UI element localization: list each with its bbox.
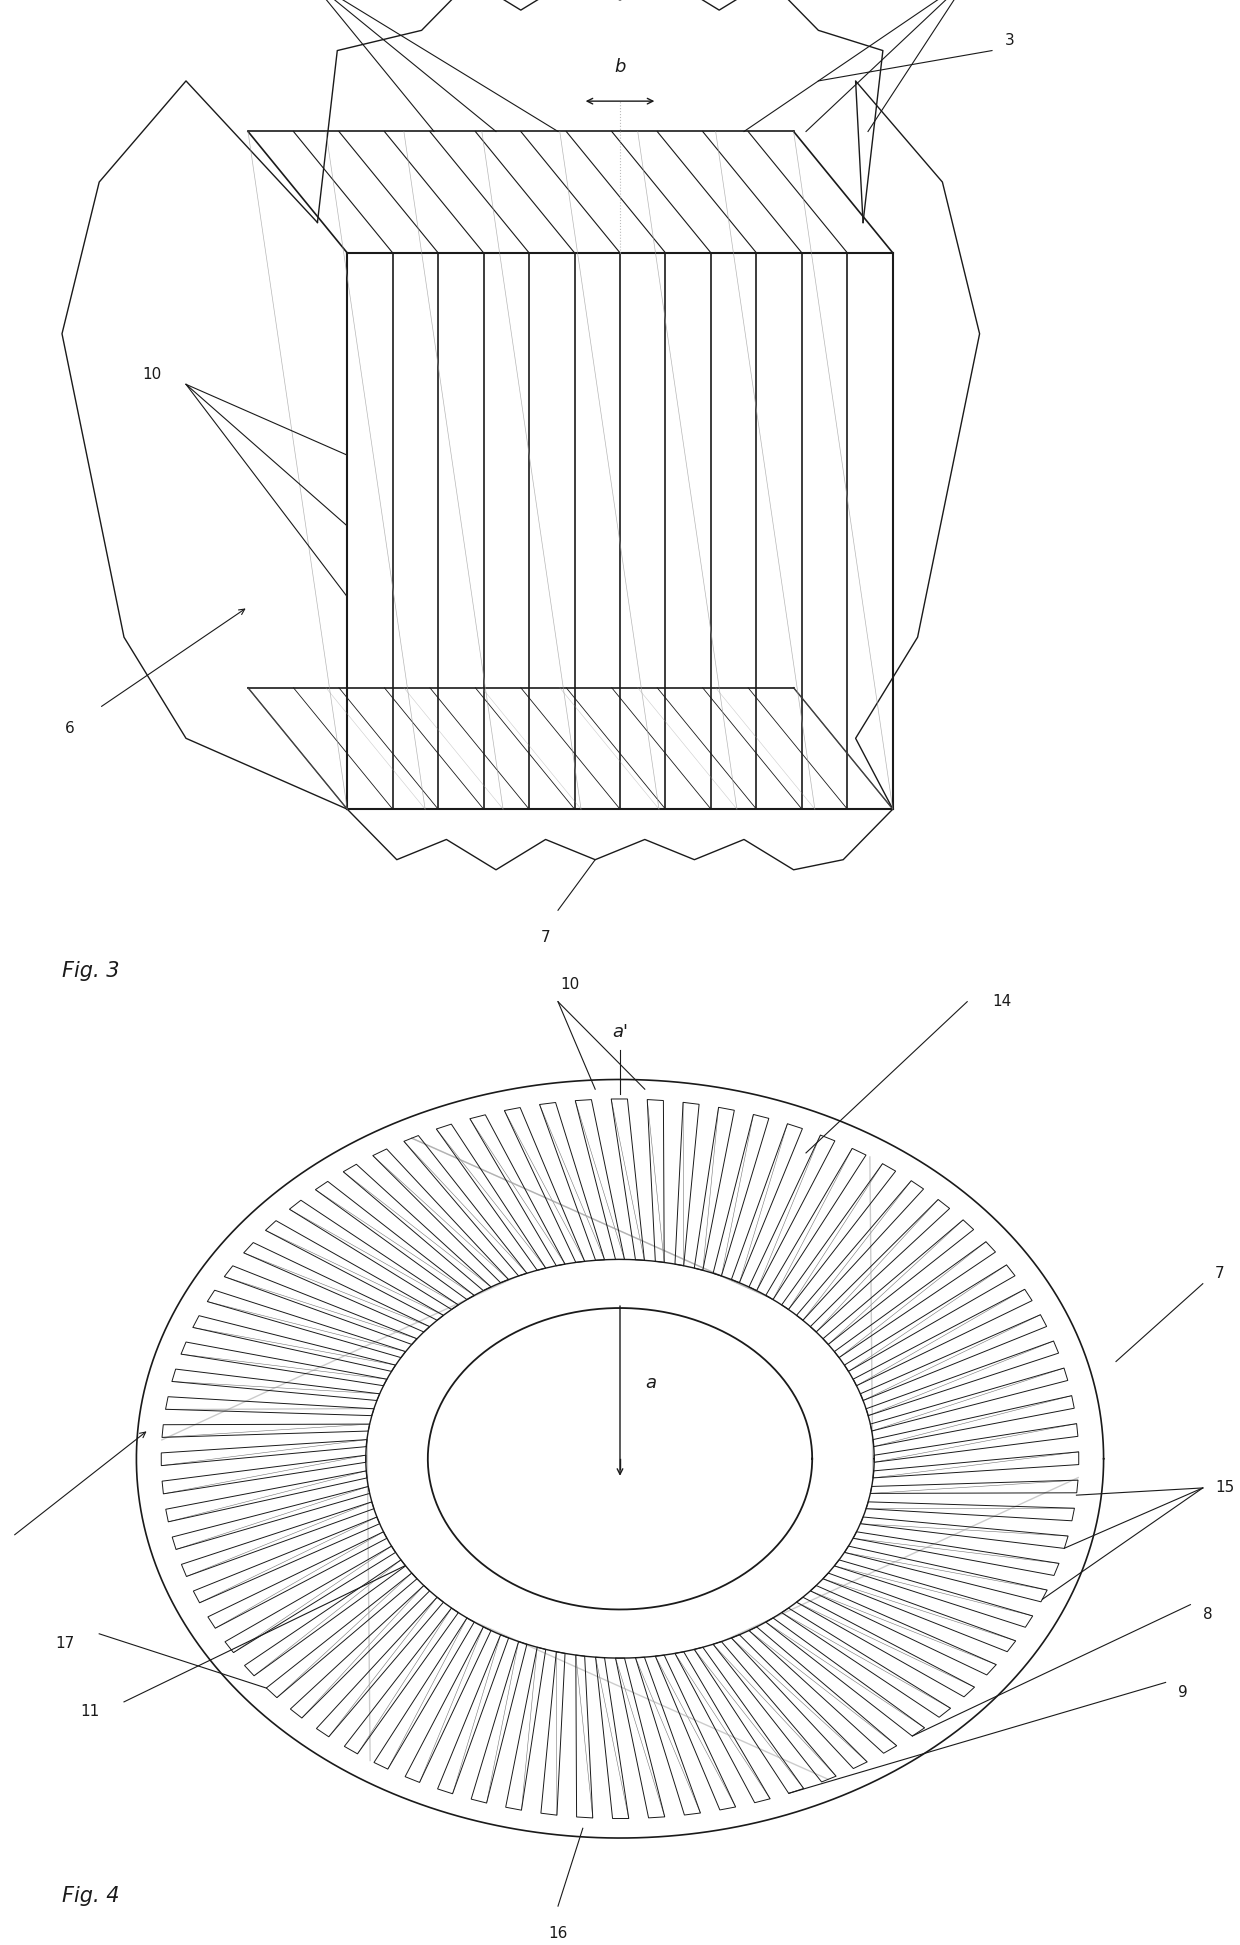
Text: 14: 14 [992, 994, 1012, 1009]
Text: 3: 3 [1004, 33, 1014, 49]
Text: 9: 9 [1178, 1684, 1188, 1700]
Text: 10: 10 [141, 368, 161, 381]
Text: 8: 8 [1203, 1607, 1213, 1622]
Text: 7: 7 [541, 930, 551, 945]
Text: b: b [614, 58, 626, 76]
Text: Fig. 4: Fig. 4 [62, 1887, 119, 1906]
Text: 10: 10 [560, 976, 580, 992]
Text: 7: 7 [1215, 1266, 1225, 1282]
Text: 16: 16 [548, 1926, 568, 1941]
Text: a: a [645, 1375, 656, 1393]
Text: 6: 6 [64, 722, 74, 735]
Text: a': a' [613, 1023, 627, 1041]
Text: 17: 17 [55, 1636, 74, 1651]
Text: 11: 11 [79, 1704, 99, 1719]
Text: Fig. 3: Fig. 3 [62, 961, 119, 980]
Text: 15: 15 [1215, 1480, 1235, 1496]
